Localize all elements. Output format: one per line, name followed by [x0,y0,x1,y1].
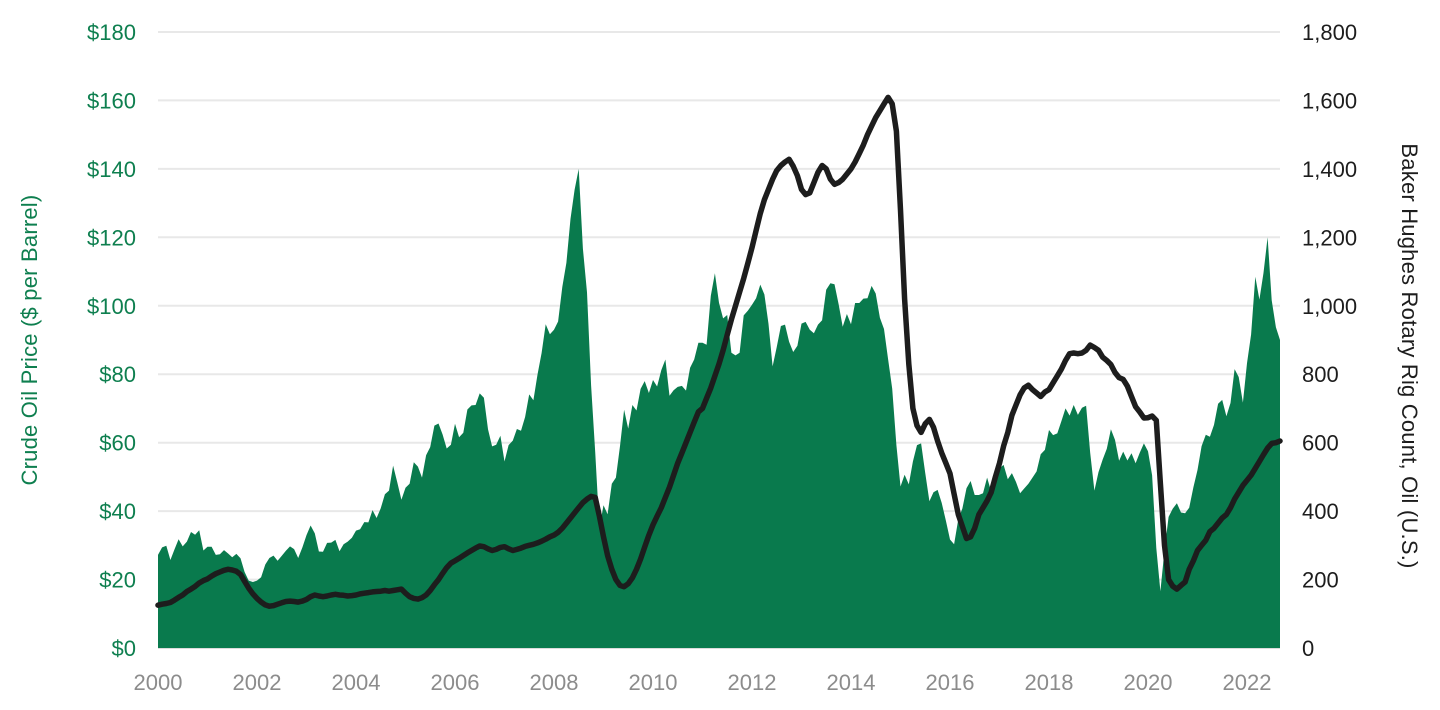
x-axis-tick: 2020 [1124,670,1173,695]
right-axis-tick: 1,000 [1302,294,1357,319]
left-axis-tick: $80 [99,362,136,387]
x-axis-tick: 2010 [629,670,678,695]
left-axis-tick: $40 [99,499,136,524]
right-axis-tick: 800 [1302,362,1339,387]
x-axis-tick: 2004 [332,670,381,695]
x-axis-tick: 2012 [728,670,777,695]
left-axis-tick: $100 [87,294,136,319]
right-axis-tick: 1,200 [1302,225,1357,250]
x-axis-tick: 2018 [1025,670,1074,695]
oil-price-area [158,168,1280,648]
right-axis-tick: 1,800 [1302,20,1357,45]
right-axis-tick: 200 [1302,568,1339,593]
x-axis-tick: 2006 [431,670,480,695]
x-axis-tick: 2008 [530,670,579,695]
right-axis-title: Baker Hughes Rotary Rig Count, Oil (U.S.… [1397,143,1422,569]
left-axis-tick: $60 [99,431,136,456]
right-axis-tick: 0 [1302,636,1314,661]
left-axis-tick: $180 [87,20,136,45]
left-axis-tick: $0 [112,636,136,661]
x-axis-tick: 2014 [827,670,876,695]
right-axis-tick: 600 [1302,431,1339,456]
x-axis-tick: 2022 [1223,670,1272,695]
right-axis-tick: 1,400 [1302,157,1357,182]
right-axis-tick: 400 [1302,499,1339,524]
left-axis-tick: $140 [87,157,136,182]
x-axis-tick: 2016 [926,670,975,695]
left-axis-tick: $160 [87,88,136,113]
x-axis-tick: 2002 [233,670,282,695]
left-axis-title: Crude Oil Price ($ per Barrel) [17,194,42,486]
x-axis-tick: 2000 [134,670,183,695]
rig-count-line [155,94,1283,609]
right-axis-tick: 1,600 [1302,88,1357,113]
left-axis-tick: $120 [87,225,136,250]
left-axis-tick: $20 [99,568,136,593]
